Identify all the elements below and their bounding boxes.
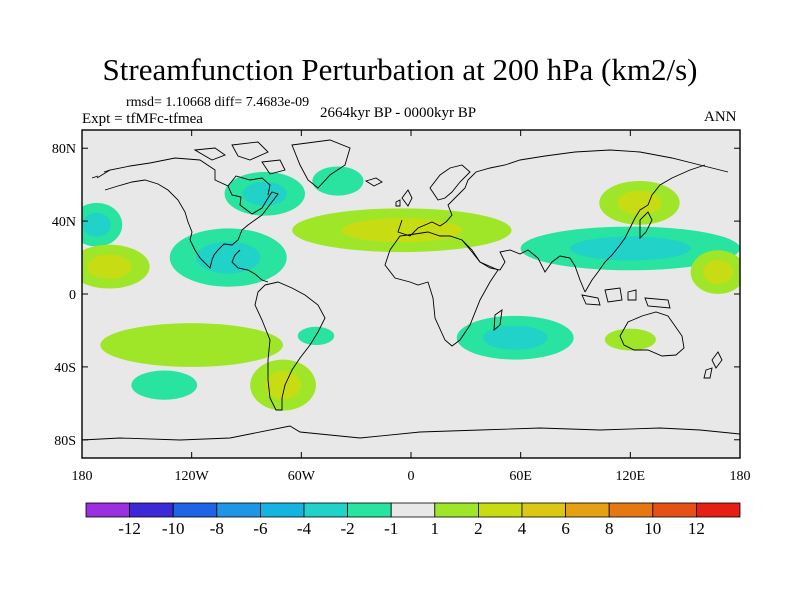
- colorbar-box-14: [696, 502, 741, 518]
- lon-label-1: 120W: [175, 469, 210, 484]
- coastline-iceland: [364, 177, 383, 187]
- colorbar-label-13: 12: [688, 519, 705, 538]
- colorbar-label-8: 2: [474, 519, 483, 538]
- coastline-africa: [384, 231, 499, 347]
- contour-core-13: [264, 371, 302, 400]
- map-background: [82, 130, 740, 458]
- contour-core-9: [483, 325, 548, 350]
- colorbar-label-9: 4: [518, 519, 527, 538]
- coastline-central-america: [231, 249, 269, 283]
- coastline-south-america: [254, 281, 326, 411]
- contour-core-7: [570, 236, 691, 261]
- contour-core-6: [617, 190, 662, 215]
- colorbar-box-9: [477, 502, 523, 518]
- contour-core-1: [87, 254, 132, 279]
- contour-region-10: [100, 323, 284, 367]
- coastline-europe: [397, 149, 729, 237]
- coastline-british-isles: [395, 189, 413, 207]
- contour-core-8: [702, 260, 734, 285]
- coastlines: [82, 139, 740, 441]
- colorbar-label-12: 10: [644, 519, 661, 538]
- lon-label-4: 60E: [509, 469, 532, 484]
- map-axes: 180 120W 60W 0 60E 120E 180 80N 40N 0 40S 80S: [52, 130, 751, 484]
- coastline-scandinavia: [429, 164, 471, 201]
- colorbar-box-10: [521, 502, 566, 518]
- colorbar-label-3: -6: [253, 519, 267, 538]
- colorbar-box-7: [390, 502, 436, 518]
- colorbar-label-1: -10: [162, 519, 185, 538]
- lon-label-2: 60W: [288, 469, 316, 484]
- colorbar-label-4: -4: [297, 519, 312, 538]
- lat-label-3: 40S: [54, 361, 76, 376]
- stats-text: rmsd= 1.10668 diff= 7.4683e-09: [126, 95, 310, 110]
- colorbar-box-12: [608, 502, 654, 518]
- coastline-arabia-india: [461, 239, 586, 293]
- colorbar-box-5: [303, 502, 348, 518]
- lat-label-2: 0: [69, 288, 76, 303]
- lat-label-4: 80S: [54, 434, 76, 449]
- colorbar-box-8: [434, 502, 479, 518]
- contour-core-5: [341, 218, 463, 243]
- coastline-greenland: [291, 139, 351, 189]
- season-label: ANN: [704, 109, 737, 125]
- colorbar-label-11: 8: [605, 519, 614, 538]
- colorbar-label-2: -8: [210, 519, 224, 538]
- lat-label-1: 40N: [52, 215, 76, 230]
- lat-label-0: 80N: [52, 142, 76, 157]
- colorbar-box-2: [172, 502, 218, 518]
- coastline-japan: [639, 211, 653, 240]
- lon-label-3: 0: [408, 469, 415, 484]
- coastline-antarctica: [82, 425, 740, 441]
- coastline-australia: [619, 311, 685, 357]
- colorbar-label-7: 1: [431, 519, 440, 538]
- contour-core-3: [242, 181, 287, 206]
- contour-region-12: [131, 370, 198, 400]
- lon-label-5: 120E: [616, 469, 646, 484]
- experiment-label: Expt = tfMFc-tfmea: [82, 111, 203, 127]
- colorbar: -12 -10 -8 -6 -4 -2 -1 1 2 4 6 8 10 12: [85, 502, 741, 538]
- coastline-east-asia: [584, 164, 706, 293]
- chart-title: Streamfunction Perturbation at 200 hPa (…: [102, 52, 698, 87]
- contour-region-4: [312, 166, 364, 196]
- colorbar-label-0: -12: [118, 519, 141, 538]
- coastline-north-america: [96, 157, 279, 269]
- coastline-hudson-bay: [227, 175, 271, 196]
- lon-label-6: 180: [730, 469, 751, 484]
- coastline-aleutians: [91, 169, 111, 179]
- colorbar-box-13: [652, 502, 697, 518]
- coastline-indonesia: [581, 287, 671, 309]
- colorbar-box-0: [85, 502, 130, 518]
- period-label: 2664kyr BP - 0000kyr BP: [320, 105, 477, 121]
- coastline-arctic-islands: [193, 141, 286, 175]
- contour-region-14: [604, 328, 656, 351]
- colorbar-box-11: [565, 502, 610, 518]
- colorbar-box-4: [259, 502, 305, 518]
- colorbar-label-10: 6: [561, 519, 570, 538]
- contour-field: [82, 166, 740, 411]
- colorbar-label-6: -1: [384, 519, 398, 538]
- colorbar-box-1: [129, 502, 174, 518]
- lon-label-0: 180: [72, 469, 93, 484]
- contour-core-2: [196, 241, 261, 274]
- contour-core-0: [82, 212, 111, 237]
- coastline-new-zealand: [703, 351, 723, 379]
- colorbar-label-5: -2: [341, 519, 355, 538]
- colorbar-box-6: [347, 502, 392, 518]
- colorbar-box-3: [216, 502, 261, 518]
- coastline-madagascar: [493, 309, 503, 332]
